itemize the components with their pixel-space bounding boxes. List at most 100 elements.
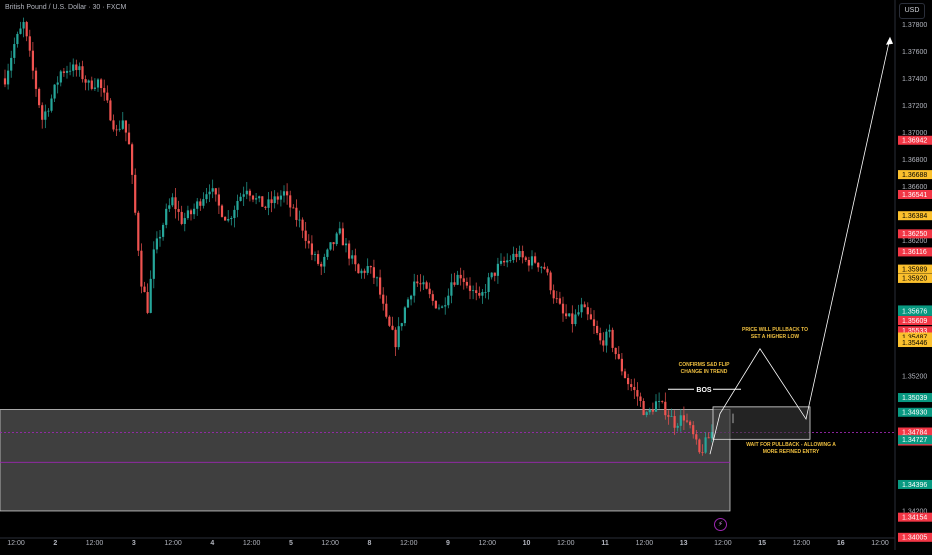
candle-body	[19, 28, 22, 34]
candle-body	[676, 425, 679, 428]
candle-body	[416, 281, 419, 284]
candle-body	[304, 230, 307, 241]
candle-body	[422, 282, 425, 285]
candle-body	[93, 87, 96, 89]
candle-body	[276, 196, 279, 200]
candle-body	[549, 272, 552, 291]
wait-line2: MORE REFINED ENTRY	[763, 449, 820, 455]
candle-body	[22, 22, 25, 29]
candle-body	[689, 421, 692, 426]
candle-body	[679, 415, 682, 426]
x-tick-label: 12:00	[86, 540, 104, 547]
candle-body	[152, 249, 155, 279]
candle-body	[673, 416, 676, 428]
candle-body	[149, 278, 152, 313]
y-tick-label: 1.35200	[902, 373, 927, 380]
candle-body	[394, 329, 397, 348]
y-tick-label: 1.36800	[902, 157, 927, 164]
candle-body	[580, 304, 583, 313]
candle-body	[295, 207, 298, 220]
candle-body	[140, 250, 143, 287]
candle-body	[279, 195, 282, 200]
candle-body	[267, 199, 270, 208]
candle-body	[109, 100, 112, 121]
price-label-bg	[898, 189, 932, 199]
x-tick-label: 5	[289, 540, 293, 547]
candle-body	[695, 434, 698, 440]
candle-body	[518, 251, 521, 258]
candle-body	[174, 197, 177, 210]
candle-body	[459, 274, 462, 279]
candle-body	[34, 70, 38, 89]
candle-body	[236, 200, 239, 210]
candle-body	[437, 307, 441, 309]
candle-body	[478, 293, 481, 296]
projection-path	[709, 37, 891, 455]
price-label: 1.36942	[902, 138, 927, 145]
candle-body	[599, 333, 602, 341]
price-label: 1.34727	[902, 437, 927, 444]
entry-box	[712, 406, 811, 440]
candle-body	[472, 290, 475, 292]
candle-body	[670, 416, 673, 417]
y-tick-label: 1.37200	[902, 103, 927, 110]
candle-body	[357, 264, 360, 274]
candle-body	[103, 88, 106, 93]
candle-body	[298, 219, 301, 221]
candle-body	[351, 255, 354, 259]
candle-body	[382, 294, 385, 304]
candle-body	[131, 144, 134, 175]
price-label: 1.35446	[902, 340, 927, 347]
candle-body	[205, 194, 208, 200]
y-tick-label: 1.36200	[902, 238, 927, 245]
candle-body	[509, 260, 512, 261]
price-label-bg	[898, 338, 932, 348]
candle-body	[28, 36, 31, 51]
candle-body	[503, 260, 506, 263]
candle-body	[571, 313, 574, 325]
lightning-icon[interactable]: ⚡	[714, 518, 727, 531]
candle-body	[552, 290, 555, 299]
candle-body	[620, 358, 623, 372]
candle-body	[320, 263, 323, 267]
candle-body	[363, 270, 366, 273]
x-tick-label: 4	[210, 540, 214, 547]
candle-body	[326, 249, 329, 257]
bos-label: BOS	[696, 387, 712, 394]
candle-body	[704, 437, 707, 453]
candle-body	[183, 218, 186, 224]
candle-body	[540, 266, 543, 268]
candle-body	[524, 257, 527, 260]
candle-body	[623, 371, 627, 378]
candle-body	[289, 195, 292, 208]
candle-body	[31, 50, 34, 71]
candle-body	[180, 211, 183, 224]
candle-body	[202, 199, 205, 206]
bos-label-bg	[694, 384, 713, 395]
candle-body	[627, 377, 630, 385]
candle-body	[589, 314, 592, 320]
price-label: 1.35039	[902, 395, 927, 402]
x-tick-label: 12:00	[479, 540, 497, 547]
candle-body	[16, 33, 19, 45]
x-tick-label: 10	[523, 540, 531, 547]
candle-body	[496, 263, 499, 276]
candle-body	[490, 272, 493, 278]
candle-body	[561, 303, 565, 314]
x-tick-label: 12:00	[793, 540, 811, 547]
candle-body	[332, 242, 335, 245]
y-tick-label: 1.36600	[902, 184, 927, 191]
candle-body	[50, 98, 53, 111]
pullback-line2: SET A HIGHER LOW	[751, 334, 800, 340]
price-label: 1.35920	[902, 276, 927, 283]
x-tick-label: 12:00	[714, 540, 732, 547]
candle-body	[261, 196, 264, 207]
candle-body	[38, 88, 41, 106]
price-label-bg	[898, 326, 932, 336]
candle-body	[664, 401, 667, 416]
candle-body	[682, 415, 685, 421]
candle-body	[558, 298, 561, 304]
currency-button[interactable]: USD	[899, 3, 925, 19]
